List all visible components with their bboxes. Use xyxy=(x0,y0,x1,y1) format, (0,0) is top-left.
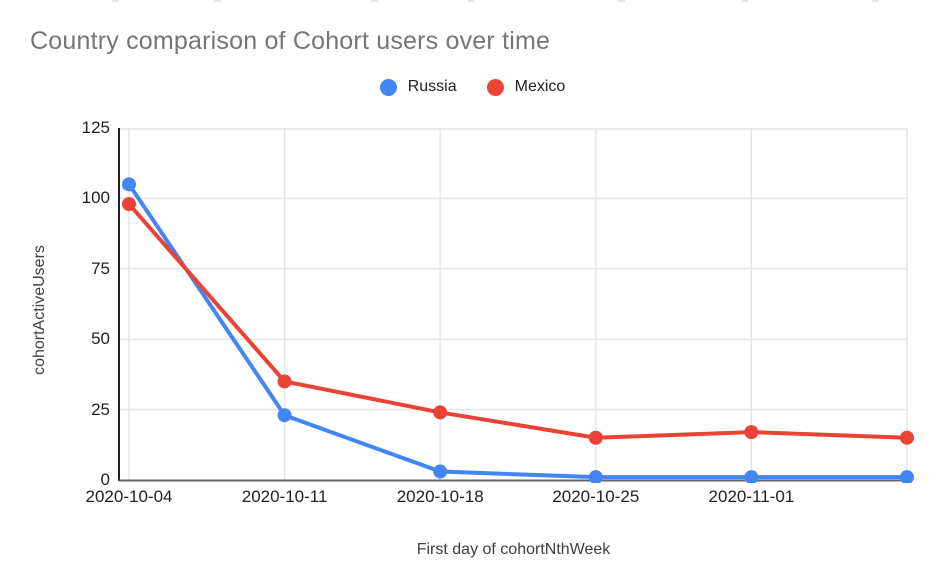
data-point-russia-2[interactable] xyxy=(433,464,448,479)
x-tick-label: 2020-10-04 xyxy=(85,487,173,506)
y-tick-label: 50 xyxy=(91,329,110,349)
legend-dot-mexico xyxy=(486,78,504,96)
x-tick-label: 2020-10-18 xyxy=(396,487,484,506)
data-point-russia-0[interactable] xyxy=(122,177,136,192)
data-point-mexico-0[interactable] xyxy=(122,197,136,212)
legend-label: Mexico xyxy=(514,78,566,95)
data-point-russia-1[interactable] xyxy=(277,408,292,423)
y-tick-label: 125 xyxy=(81,118,110,137)
y-tick-label: 100 xyxy=(81,188,110,208)
y-tick-label: 25 xyxy=(91,399,110,419)
data-point-russia-5[interactable] xyxy=(900,470,914,483)
x-tick-label: 2020-10-11 xyxy=(241,487,328,506)
legend-dot-russia xyxy=(379,78,397,96)
data-point-mexico-1[interactable] xyxy=(277,374,292,389)
series-line-russia xyxy=(127,182,909,480)
chart-legend: Russia Mexico xyxy=(0,75,945,99)
data-point-mexico-5[interactable] xyxy=(900,430,914,445)
y-tick-label: 0 xyxy=(100,470,110,489)
series-line-mexico xyxy=(127,202,909,440)
legend-label: Russia xyxy=(407,78,457,95)
x-axis-title: First day of cohortNthWeek xyxy=(416,541,611,558)
plot-area[interactable] xyxy=(112,128,945,483)
data-point-mexico-2[interactable] xyxy=(433,405,448,420)
y-tick-label: 75 xyxy=(91,258,110,278)
data-point-russia-3[interactable] xyxy=(588,470,603,483)
x-tick-label: 2020-10-25 xyxy=(552,487,640,506)
x-tick-label: 2020-11-01 xyxy=(708,487,795,506)
data-point-russia-4[interactable] xyxy=(744,470,759,483)
legend-item-mexico: Mexico xyxy=(486,78,566,96)
legend-item-russia: Russia xyxy=(379,78,457,96)
data-point-mexico-3[interactable] xyxy=(588,430,603,445)
chart-title: Country comparison of Cohort users over … xyxy=(30,27,551,55)
data-point-mexico-4[interactable] xyxy=(744,425,759,440)
